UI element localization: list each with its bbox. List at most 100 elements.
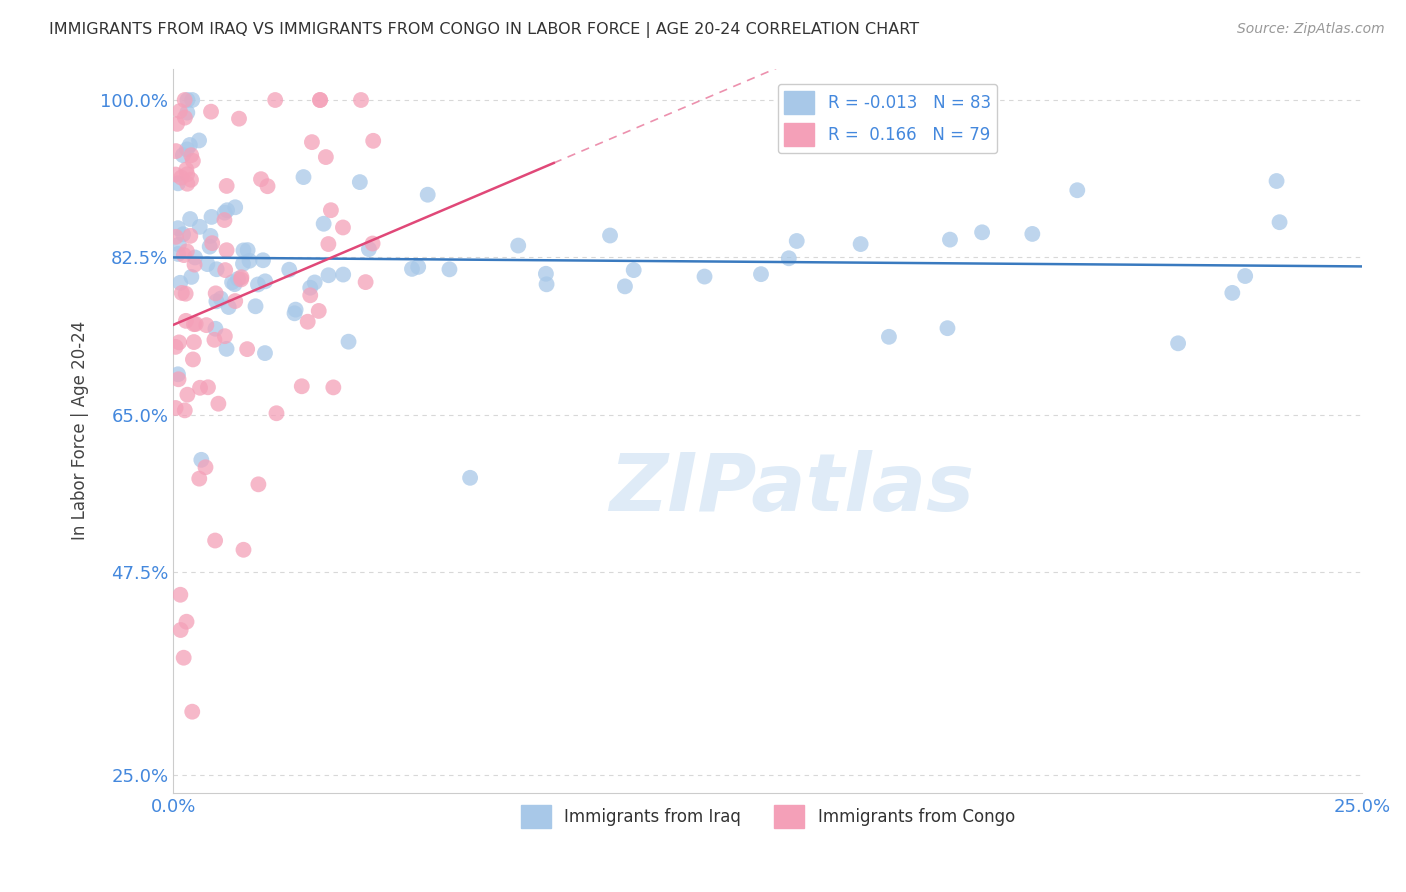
Legend: Immigrants from Iraq, Immigrants from Congo: Immigrants from Iraq, Immigrants from Co… — [515, 798, 1022, 835]
Point — [238, 253, 260, 268]
Point — [214, 263, 236, 277]
Point — [232, 244, 254, 258]
Point — [194, 460, 217, 475]
Point — [169, 588, 191, 602]
Point — [214, 205, 236, 219]
Point — [215, 244, 238, 258]
Text: ZIPatlas: ZIPatlas — [609, 450, 974, 527]
Point — [167, 247, 190, 261]
Point — [176, 142, 198, 156]
Point — [169, 103, 191, 118]
Point — [309, 93, 332, 107]
Point — [176, 244, 198, 259]
Point — [197, 380, 219, 394]
Point — [176, 177, 198, 191]
Point — [283, 306, 305, 320]
Point — [246, 277, 269, 292]
Point — [172, 148, 194, 162]
Point — [357, 242, 380, 256]
Point — [292, 170, 315, 185]
Point — [190, 452, 212, 467]
Point — [278, 262, 301, 277]
Point — [266, 406, 288, 420]
Point — [195, 318, 218, 332]
Point — [1268, 215, 1291, 229]
Point — [318, 237, 340, 252]
Point — [778, 252, 800, 266]
Point — [215, 178, 238, 193]
Point — [228, 112, 250, 126]
Point — [332, 268, 354, 282]
Point — [197, 257, 219, 271]
Point — [221, 275, 243, 289]
Point — [786, 234, 808, 248]
Point — [184, 317, 207, 331]
Point — [209, 292, 232, 306]
Point — [315, 150, 337, 164]
Point — [332, 220, 354, 235]
Point — [623, 263, 645, 277]
Point — [201, 236, 224, 251]
Point — [1220, 285, 1243, 300]
Point — [165, 168, 187, 182]
Point — [264, 93, 287, 107]
Point — [401, 261, 423, 276]
Point — [200, 228, 222, 243]
Point — [337, 334, 360, 349]
Point — [204, 533, 226, 548]
Point — [1066, 183, 1088, 197]
Point — [173, 111, 195, 125]
Text: IMMIGRANTS FROM IRAQ VS IMMIGRANTS FROM CONGO IN LABOR FORCE | AGE 20-24 CORRELA: IMMIGRANTS FROM IRAQ VS IMMIGRANTS FROM … — [49, 22, 920, 38]
Point — [312, 217, 335, 231]
Point — [166, 117, 188, 131]
Point — [877, 330, 900, 344]
Point — [180, 173, 202, 187]
Point — [188, 133, 211, 147]
Point — [693, 269, 716, 284]
Point — [232, 542, 254, 557]
Point — [1265, 174, 1288, 188]
Point — [250, 172, 273, 186]
Point — [176, 93, 198, 107]
Point — [361, 236, 384, 251]
Point — [536, 277, 558, 292]
Point — [224, 200, 246, 214]
Point — [176, 162, 198, 177]
Point — [231, 270, 253, 285]
Point — [181, 352, 204, 367]
Point — [253, 346, 276, 360]
Point — [361, 134, 384, 148]
Point — [188, 381, 211, 395]
Point — [214, 329, 236, 343]
Point — [247, 477, 270, 491]
Point — [224, 277, 246, 292]
Point — [181, 93, 204, 107]
Point — [215, 342, 238, 356]
Point — [165, 401, 187, 415]
Point — [972, 225, 994, 239]
Point — [232, 257, 254, 271]
Point — [205, 262, 228, 277]
Point — [204, 322, 226, 336]
Point — [176, 387, 198, 401]
Point — [245, 299, 267, 313]
Point — [224, 294, 246, 309]
Point — [319, 203, 342, 218]
Point — [173, 248, 195, 262]
Point — [207, 397, 229, 411]
Point — [167, 237, 190, 252]
Point — [218, 300, 240, 314]
Point — [304, 276, 326, 290]
Point — [167, 221, 190, 235]
Point — [169, 623, 191, 637]
Point — [167, 372, 190, 386]
Point — [256, 179, 278, 194]
Point — [299, 288, 322, 302]
Point — [167, 368, 190, 382]
Point — [226, 272, 249, 286]
Point — [354, 275, 377, 289]
Point — [301, 135, 323, 149]
Text: Source: ZipAtlas.com: Source: ZipAtlas.com — [1237, 22, 1385, 37]
Point — [180, 269, 202, 284]
Point — [165, 144, 187, 158]
